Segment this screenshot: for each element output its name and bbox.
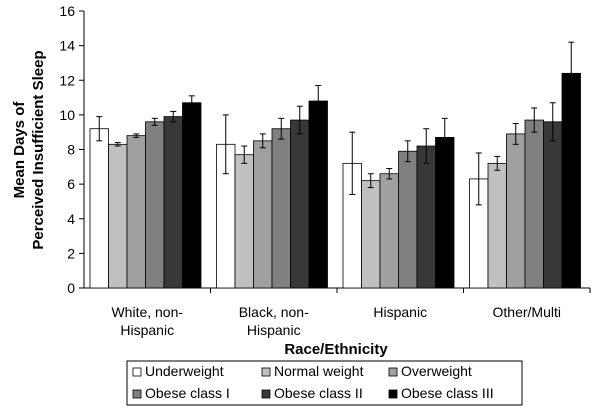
bar <box>163 116 183 289</box>
bar <box>524 119 544 289</box>
y-tick-label: 14 <box>59 38 75 54</box>
y-axis-title-line: Mean Days of <box>11 101 28 199</box>
legend-box <box>126 360 523 406</box>
legend-swatch <box>261 367 271 377</box>
bar <box>253 140 273 289</box>
legend-label: Obese class I <box>145 385 230 401</box>
x-category-label: Black, non- <box>239 304 309 320</box>
legend-label: Normal weight <box>274 363 364 379</box>
bar <box>543 121 563 289</box>
bar <box>506 133 526 289</box>
y-tick-label: 10 <box>59 107 75 123</box>
x-category-label: Hispanic <box>247 322 301 338</box>
y-tick-label: 16 <box>59 3 75 19</box>
bar <box>308 100 328 289</box>
x-category-label: Hispanic <box>373 304 427 320</box>
legend-label: Underweight <box>145 363 224 379</box>
y-tick-label: 4 <box>67 211 75 227</box>
legend-label: Obese class III <box>401 385 494 401</box>
bar <box>561 72 581 289</box>
legend-swatch <box>132 367 142 377</box>
y-tick-label: 2 <box>67 245 75 261</box>
legend-swatch <box>261 389 271 399</box>
bar <box>89 128 109 289</box>
x-category-label: Hispanic <box>120 322 174 338</box>
bar <box>290 119 310 289</box>
bar <box>435 136 455 289</box>
y-axis-title: Mean Days of Perceived Insufficient Sleep <box>11 50 47 249</box>
y-tick-label: 6 <box>67 176 75 192</box>
legend-swatch <box>132 389 142 399</box>
x-category-label: Other/Multi <box>493 304 561 320</box>
bar <box>234 154 254 289</box>
y-tick-label: 12 <box>59 72 75 88</box>
y-tick-label: 0 <box>67 280 75 296</box>
bar <box>126 135 146 289</box>
bar <box>416 145 436 289</box>
legend-swatch <box>388 389 398 399</box>
x-axis-title: Race/Ethnicity <box>284 341 388 358</box>
y-axis-title-line: Perceived Insufficient Sleep <box>30 50 47 249</box>
y-tick-label: 8 <box>67 142 75 158</box>
legend-label: Obese class II <box>274 385 363 401</box>
legend-swatch <box>388 367 398 377</box>
bar <box>361 180 381 289</box>
legend-label: Overweight <box>401 363 472 379</box>
bar <box>487 162 507 289</box>
bar <box>182 102 202 289</box>
bar <box>271 128 291 289</box>
x-category-label: White, non- <box>111 304 183 320</box>
bar <box>398 150 418 289</box>
bar <box>379 173 399 289</box>
bar <box>145 121 165 289</box>
bar <box>108 143 128 289</box>
